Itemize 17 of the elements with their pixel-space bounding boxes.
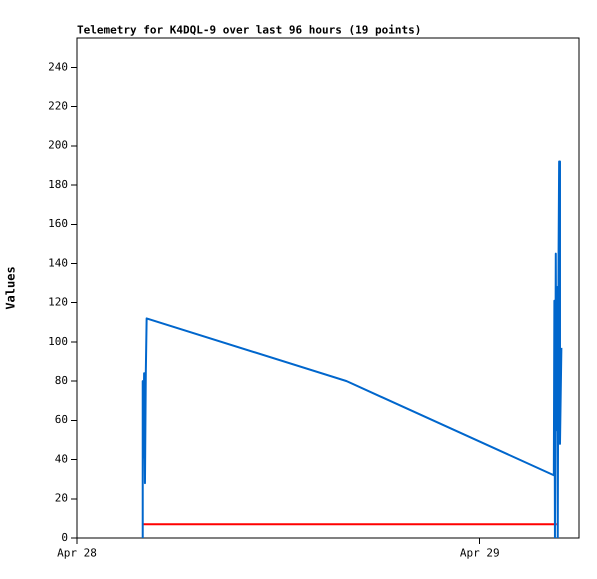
y-tick-label: 120 [48, 296, 68, 309]
y-tick-label: 40 [54, 452, 68, 466]
y-tick-label: 80 [54, 374, 68, 387]
y-tick-label: 100 [48, 334, 68, 348]
y-tick-label: 0 [61, 530, 68, 544]
y-tick-label: 220 [48, 99, 68, 112]
x-tick-label: Apr 28 [57, 546, 97, 560]
y-tick-label: 240 [48, 60, 68, 74]
x-tick-label: Apr 29 [460, 546, 500, 560]
y-tick-label: 140 [48, 256, 68, 270]
y-tick-label: 60 [54, 413, 68, 426]
chart-title: Telemetry for K4DQL-9 over last 96 hours (19 points) [77, 23, 422, 36]
y-tick-label: 160 [48, 217, 68, 230]
y-tick-label: 200 [48, 138, 68, 152]
y-tick-label: 20 [54, 492, 68, 505]
y-axis-title: Values [3, 266, 18, 310]
y-tick-label: 180 [48, 178, 68, 191]
